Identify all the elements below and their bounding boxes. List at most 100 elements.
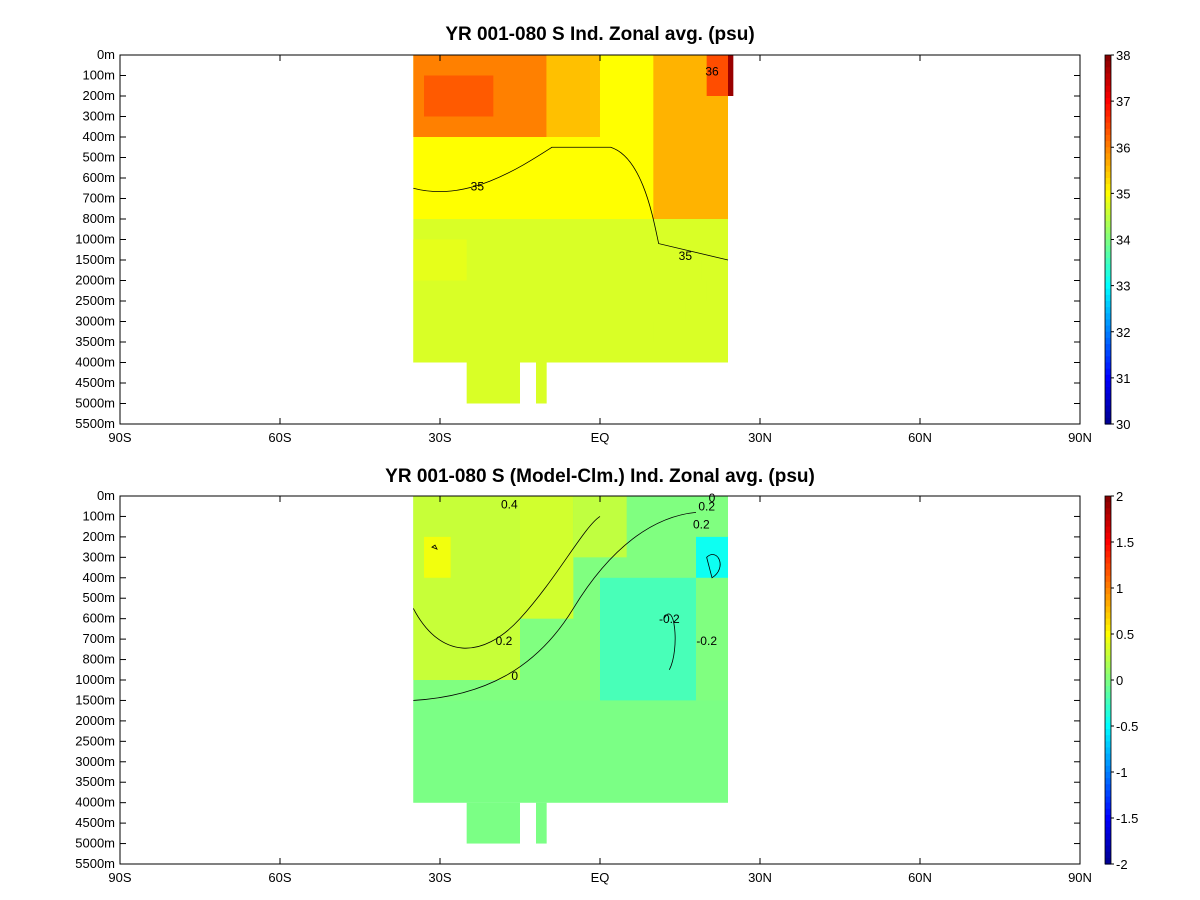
colorbar-segment [1105, 264, 1111, 271]
y-tick-label: 5500m [75, 416, 115, 431]
colorbar-tick-label: -2 [1116, 857, 1128, 872]
colorbar-segment [1105, 202, 1111, 210]
colorbar-segment [1105, 729, 1111, 736]
y-tick-label: 1000m [75, 232, 115, 247]
colorbar-segment [1105, 55, 1111, 62]
colorbar-segment [1105, 196, 1111, 204]
y-tick-label: 4500m [75, 375, 115, 390]
colorbar-segment [1105, 374, 1111, 382]
contour-label: 0 [511, 669, 518, 683]
colorbar-segment [1105, 821, 1111, 828]
colorbar-segment [1105, 380, 1111, 388]
colorbar-segment [1105, 301, 1111, 308]
colorbar-segment [1105, 393, 1111, 400]
y-tick-label: 3000m [75, 754, 115, 769]
x-tick-label: EQ [591, 430, 610, 445]
colorbar-tick-label: 1.5 [1116, 535, 1134, 550]
colorbar-segment [1105, 618, 1111, 626]
colorbar-segment [1105, 319, 1111, 327]
y-tick-label: 400m [82, 129, 115, 144]
y-tick-label: 800m [82, 211, 115, 226]
data-cell [466, 802, 520, 844]
y-tick-label: 0m [97, 488, 115, 503]
colorbar-segment [1105, 147, 1111, 154]
y-tick-label: 400m [82, 570, 115, 585]
data-cell [600, 577, 696, 701]
colorbar-segment [1105, 356, 1111, 364]
y-tick-label: 200m [82, 529, 115, 544]
x-tick-label: 30S [428, 430, 451, 445]
x-tick-label: 30S [428, 870, 451, 885]
contour-label: 0 [709, 491, 716, 505]
contour-label: 0.2 [693, 518, 710, 532]
colorbar-segment [1105, 245, 1111, 253]
colorbar-segment [1105, 833, 1111, 841]
colorbar-segment [1105, 857, 1111, 865]
colorbar-segment [1105, 73, 1111, 81]
colorbar: 38 37 36 35 34 33 32 31 30 [1104, 48, 1130, 432]
colorbar-segment [1105, 649, 1111, 657]
colorbar-segment [1105, 520, 1111, 528]
data-cell [696, 536, 728, 578]
y-tick-label: 0m [97, 47, 115, 62]
colorbar-tick-label: 1 [1116, 581, 1123, 596]
colorbar-segment [1105, 667, 1111, 675]
data-cell [701, 260, 718, 281]
data-cell [728, 55, 734, 96]
data-cell [653, 321, 686, 342]
y-tick-label: 700m [82, 631, 115, 646]
colorbar-tick-label: 36 [1116, 140, 1130, 155]
colorbar-segment [1105, 680, 1111, 687]
colorbar-segment [1105, 61, 1111, 68]
colorbar-segment [1105, 178, 1111, 185]
colorbar-segment [1105, 313, 1111, 321]
data-cell [536, 802, 547, 844]
y-axis: 0m 100m 200m 300m 400m 500m 600m 700m 800m 1000m 1… [75, 47, 1080, 431]
contour-line [412, 516, 601, 649]
data-cell [685, 301, 696, 322]
x-axis: 90S 60S 30S EQ 30N 60N 90N [108, 55, 1092, 445]
y-tick-label: 4000m [75, 795, 115, 810]
colorbar-segment [1105, 772, 1111, 779]
colorbar-segment [1105, 288, 1111, 296]
colorbar-segment [1105, 184, 1111, 191]
x-tick-label: 90N [1068, 430, 1092, 445]
colorbar-segment [1105, 227, 1111, 234]
colorbar-segment [1105, 350, 1111, 357]
contour-line [413, 511, 697, 701]
colorbar-segment [1105, 673, 1111, 681]
colorbar-tick-label: 35 [1116, 186, 1130, 201]
colorbar-segment [1105, 741, 1111, 749]
colorbar-segment [1105, 122, 1111, 130]
colorbar-segment [1105, 387, 1111, 394]
y-tick-label: 100m [82, 508, 115, 523]
colorbar-segment [1105, 85, 1111, 93]
colorbar-segment [1105, 808, 1111, 816]
colorbar-segment [1105, 692, 1111, 699]
colorbar-segment [1105, 337, 1111, 345]
colorbar-segment [1105, 722, 1111, 730]
colorbar-segment [1105, 630, 1111, 638]
colorbar-segment [1105, 686, 1111, 693]
y-tick-label: 3500m [75, 774, 115, 789]
colorbar-tick-label: 32 [1116, 325, 1130, 340]
colorbar-segment [1105, 104, 1111, 111]
colorbar-segment [1105, 784, 1111, 791]
contour-label: -0.2 [659, 612, 680, 626]
x-tick-label: 90S [108, 430, 131, 445]
data-field [413, 55, 734, 404]
colorbar-segment [1105, 581, 1111, 589]
data-cell [573, 496, 627, 558]
colorbar-segment [1105, 594, 1111, 601]
colorbar-segment [1105, 134, 1111, 142]
colorbar-segment [1105, 514, 1111, 522]
colorbar-segment [1105, 557, 1111, 565]
contour-lines: 0.40.200.2-0.20.2-0.20 [412, 491, 721, 701]
y-tick-label: 3500m [75, 334, 115, 349]
colorbar-segment [1105, 845, 1111, 853]
colorbar-segment [1105, 710, 1111, 718]
colorbar-segment [1105, 67, 1111, 75]
colorbar-segment [1105, 417, 1111, 425]
colorbar-tick-label: 31 [1116, 371, 1130, 386]
colorbar-segment [1105, 171, 1111, 179]
